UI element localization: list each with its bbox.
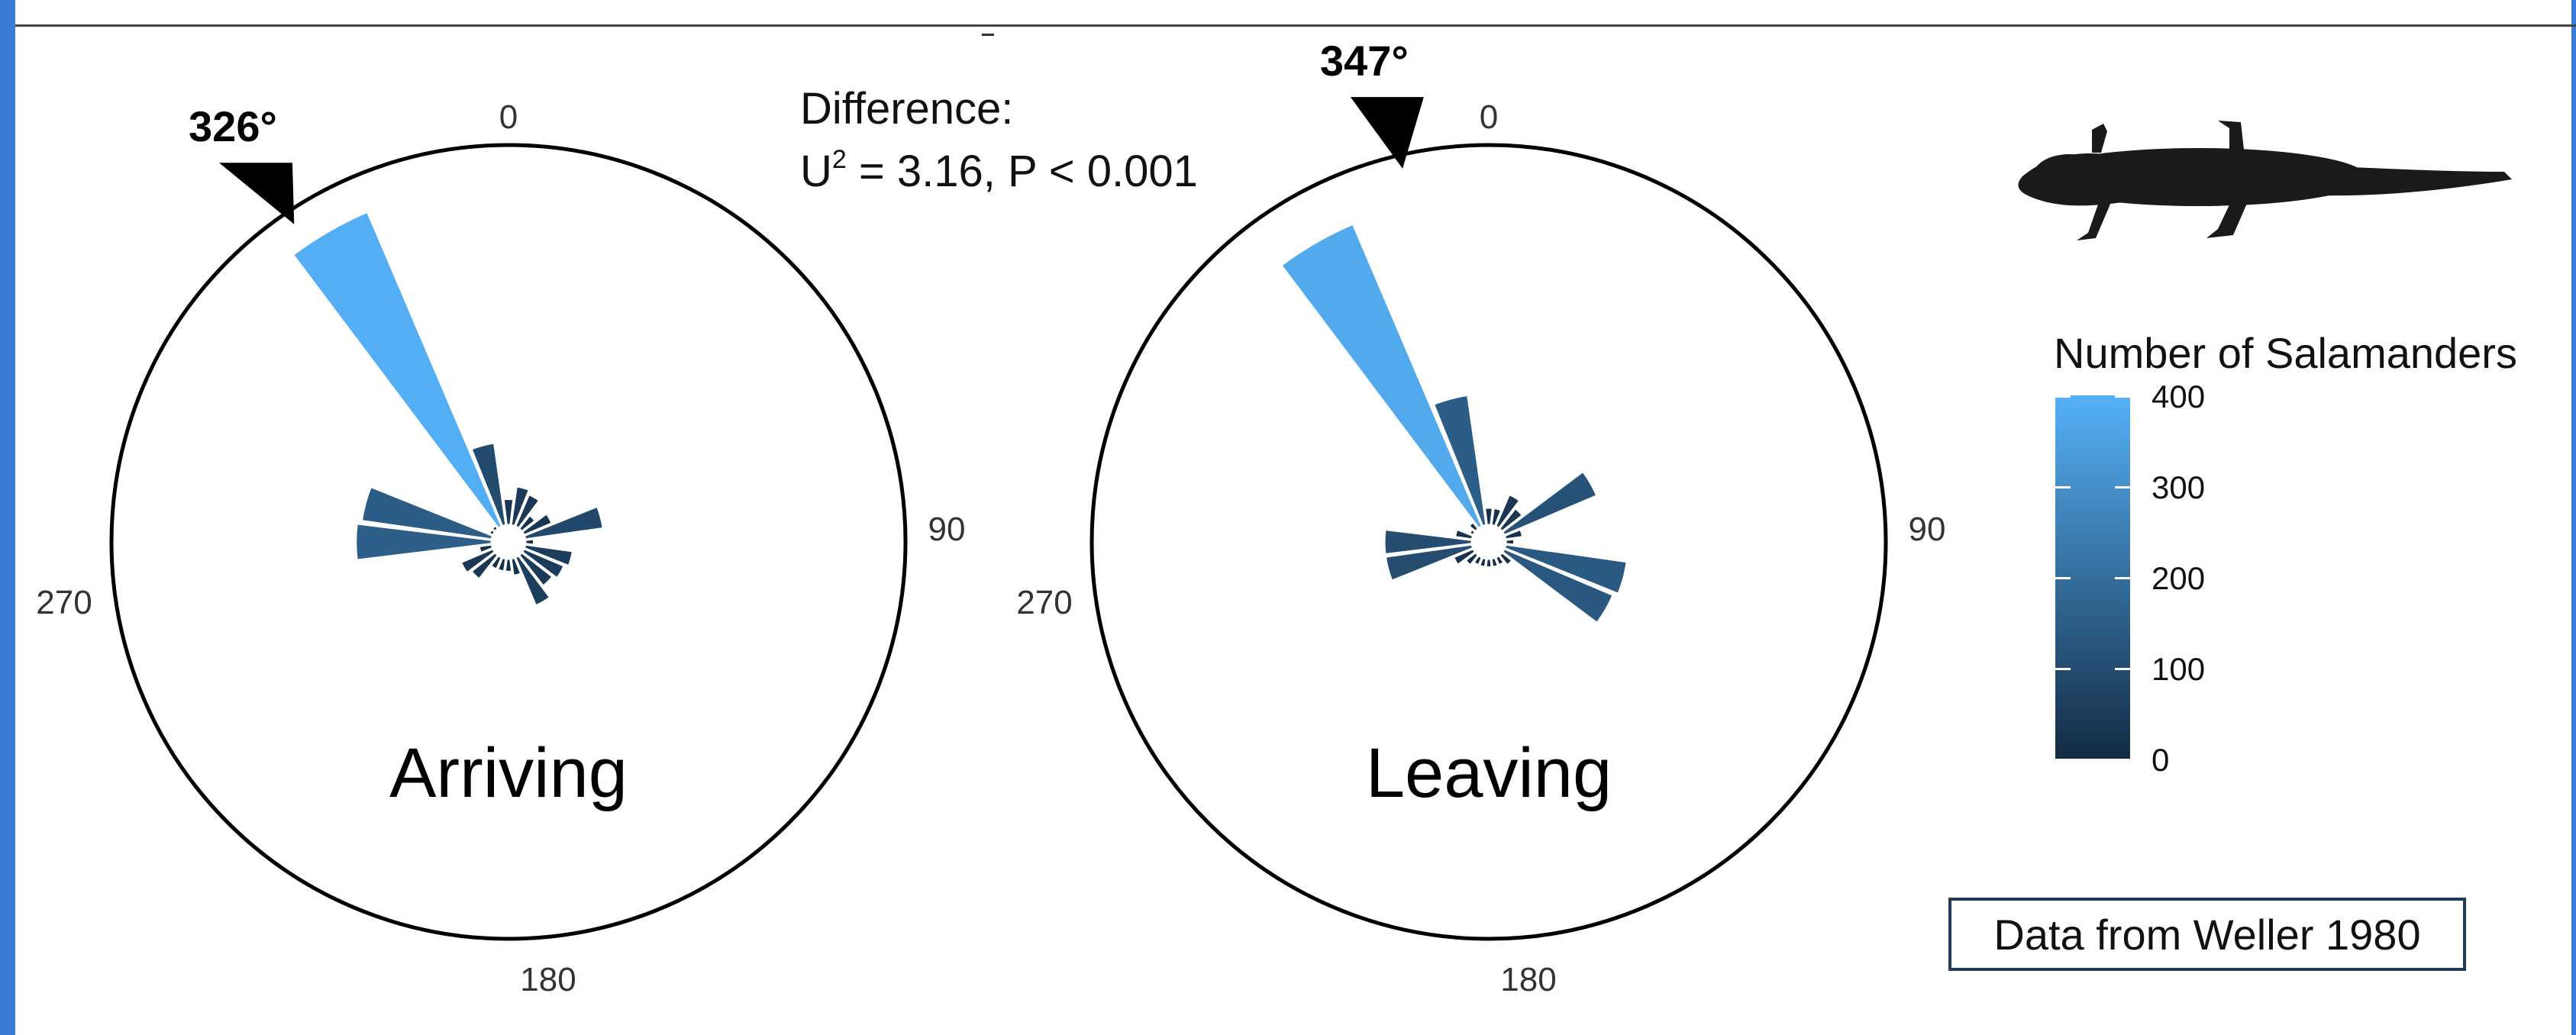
angle-tick-label: 270 (1016, 584, 1072, 621)
legend-colorbar (2055, 395, 2130, 759)
colorbar-tick (2115, 668, 2130, 670)
rose-bar (291, 210, 504, 530)
difference-line-1: Difference: (800, 84, 1014, 134)
salamander-icon (2018, 121, 2512, 240)
mean-direction-label: 347° (1320, 37, 1409, 85)
rose-chart-arriving: 0 90 180 270 326° Arriving (36, 98, 965, 998)
panel-label: Leaving (1366, 734, 1612, 812)
angle-tick-label: 90 (1909, 511, 1946, 548)
rose-outer-circle (1089, 143, 1888, 941)
legend-title: Number of Salamanders (2054, 329, 2517, 377)
colorbar-tick (2055, 668, 2071, 670)
mean-direction-marker (1350, 97, 1424, 169)
rose-bar (1279, 222, 1484, 530)
window-right-edge (2571, 0, 2576, 1035)
small-dash-mark (982, 34, 994, 36)
angle-tick-label: 0 (499, 98, 518, 136)
panel-label: Arriving (389, 734, 628, 812)
mean-direction-marker (218, 163, 295, 224)
stat-value: = 3.16, P < 0.001 (846, 147, 1198, 196)
colorbar-tick (2055, 486, 2071, 488)
colorbar-tick (2055, 395, 2071, 398)
rose-center-hole (492, 525, 525, 559)
angle-tick-label: 180 (1500, 961, 1556, 998)
colorbar-tick (2115, 486, 2130, 488)
colorbar-tick (2115, 395, 2130, 398)
mean-direction-label: 326° (189, 102, 277, 150)
legend-tick-label: 100 (2152, 651, 2206, 687)
angle-tick-label: 0 (1480, 98, 1498, 136)
legend-tick-label: 400 (2152, 379, 2206, 414)
stat-name: U (800, 147, 832, 196)
angle-tick-label: 180 (520, 961, 576, 998)
legend-tick-label: 300 (2152, 469, 2206, 505)
rose-center-hole (1472, 525, 1506, 559)
angle-tick-label: 270 (36, 584, 92, 621)
legend-tick-label: 0 (2152, 742, 2170, 778)
rose-outer-circle (109, 143, 908, 941)
colorbar-tick (2055, 577, 2071, 579)
difference-line-2: U2 = 3.16, P < 0.001 (800, 140, 1198, 203)
colorbar-tick (2115, 577, 2130, 579)
window-left-edge (0, 0, 15, 1035)
source-note: Data from Weller 1980 (1948, 898, 2466, 971)
rose-chart-leaving: 0 90 180 270 347° Leaving (1016, 37, 1945, 998)
legend-tick-label: 200 (2152, 560, 2206, 596)
difference-annotation: Difference: U2 = 3.16, P < 0.001 (800, 78, 1198, 203)
angle-tick-label: 90 (928, 511, 966, 548)
stat-superscript: 2 (831, 145, 847, 174)
top-border (15, 24, 2576, 27)
